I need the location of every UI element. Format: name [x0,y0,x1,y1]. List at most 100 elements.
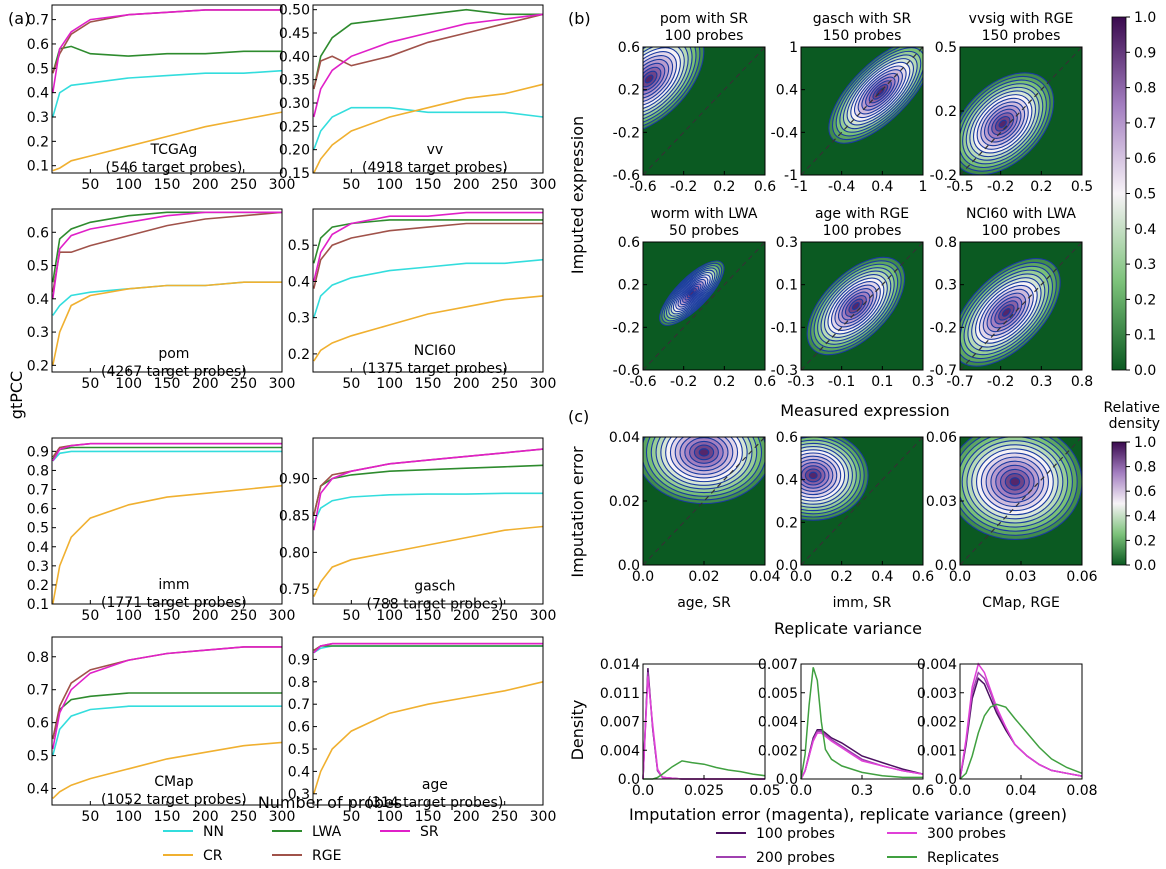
heatmap-c-1: 0.0 0.02 0.04 0.0 0.02 0.04 age, SR [609,430,781,611]
y-tick-label: 0.004 [600,743,640,759]
x-tick-label: -0.6 [629,179,656,195]
identity-line [960,437,1082,565]
legend-label: RGE [312,848,341,864]
x-tick-label: 300 [269,376,296,392]
a-ylabel: gtPCC [7,371,26,419]
y-tick-label: 0.2 [776,515,798,531]
y-tick-label: 0.0 [618,558,640,574]
plot-frame [800,241,924,371]
density-contour [1009,477,1021,487]
x-tick-label: 0.05 [749,783,780,799]
y-tick-label: 1 [789,40,798,56]
y-tick-label: 0.007 [758,657,798,673]
x-tick-label: 200 [192,376,219,392]
d-xlabel: Imputation error (magenta), replicate va… [629,805,1067,824]
legend-item-CR: CR [163,848,223,864]
y-tick-label: 0.4 [776,83,798,99]
x-tick-label: 0.03 [1005,569,1036,585]
series-300-probes [800,732,924,780]
colorbar-c-title-1: Relative [1104,400,1160,416]
x-tick-label: 0.4 [871,179,893,195]
y-tick-label: 0.3 [27,110,49,126]
x-tick-label: 300 [269,809,296,825]
y-tick-label: 0.1 [776,278,798,294]
x-tick-label: 0.2 [713,374,735,390]
x-tick-label: 250 [230,177,257,193]
density-contour [1001,308,1011,317]
y-tick-label: 0.90 [279,472,310,488]
x-tick-label: -0.2 [987,374,1014,390]
a-xlabel: Number of probes [258,793,402,812]
legend-item-LWA: LWA [272,824,342,840]
y-tick-label: 0.8 [27,650,49,666]
y-tick-label: 0.6 [27,716,49,732]
x-tick-label: 150 [415,177,442,193]
line-chart-pom: 50 100 150 200 250 300 0.2 0.3 0.4 0.5 0.6 pom (4267… [27,208,296,392]
y-tick-label: 0.2 [618,278,640,294]
series-100-probes [959,677,1083,780]
y-tick-label: 0.9 [27,444,49,460]
series-NN-imm [52,450,282,462]
series-RGE-vv [313,13,544,90]
x-tick-label: 250 [491,608,518,624]
y-tick-label: -0.6 [613,168,640,184]
x-tick-label: 0.3 [912,374,934,390]
x-tick-label: 0.3 [851,783,873,799]
x-tick-label: 300 [530,608,557,624]
series-NN-vv [313,106,544,150]
x-tick-label: 0.0 [632,783,654,799]
series-Replicates [959,703,1083,780]
y-tick-label: -0.2 [613,125,640,141]
x-tick-label: 250 [491,177,518,193]
heatmap-title-2: 100 probes [823,223,902,239]
x-tick-label: 100 [115,376,142,392]
series-LWA-TCGAg [52,45,282,74]
y-tick-label: 0.2 [27,134,49,150]
plot-frame [642,46,766,176]
annotation-name: imm [158,577,189,593]
x-tick-label: 0.04 [1005,783,1036,799]
heatmap-b-1: -0.6 -0.2 0.2 0.6 -0.6 -0.2 0.2 0.6 pom with SR1… [613,11,777,195]
series-LWA-CMap [52,692,282,740]
colorbar-tick-label: 1.0 [1134,435,1156,451]
annotation-probes: (1375 target probes) [362,361,508,377]
series-SR-pom [52,211,282,299]
x-tick-label: 300 [530,376,557,392]
annotation-name: vv [427,142,444,158]
density-chart-1: 0.0 0.025 0.05 0.0 0.004 0.007 0.011 0.014 [600,657,781,799]
panel-label-b: (b) [568,9,591,28]
identity-line [801,437,923,565]
annotation-probes: (1771 target probes) [101,595,247,611]
y-tick-label: 0.005 [758,686,798,702]
x-tick-label: 200 [453,809,480,825]
y-tick-label: 0.4 [288,764,310,780]
y-tick-label: -0.4 [771,125,798,141]
line-chart-vv: 50 100 150 200 250 300 0.15 0.20 0.25 0.30 0.35 0.4… [279,3,557,193]
annotation-probes: (1052 target probes) [101,792,247,808]
x-tick-label: 0.025 [684,783,724,799]
heatmap-title-2: 50 probes [669,223,739,239]
y-tick-label: 0.0 [935,772,957,788]
y-tick-label: 0.45 [279,26,310,42]
series-LWA-age [313,645,543,652]
heatmap-title-1: pom with SR [660,11,749,27]
x-tick-label: 100 [115,177,142,193]
annotation-probes: (788 target probes) [366,597,503,613]
x-tick-label: 50 [342,608,360,624]
series-SR-CMap [52,646,282,750]
heatmap-title-2: 100 probes [665,28,744,44]
y-tick-label: 0.2 [27,358,49,374]
legend-item-200-probes: 200 probes [716,850,835,866]
y-tick-label: 0.6 [288,720,310,736]
line-chart-imm: 50 100 150 200 250 300 0.1 0.2 0.3 0.4 0.5 0.6 0.7 0.… [27,437,295,624]
identity-line [643,47,765,175]
y-tick-label: 0.2 [27,578,49,594]
series-NN-gasch [313,492,543,524]
x-tick-label: 250 [230,809,257,825]
heatmap-title-1: age with RGE [815,206,909,222]
x-tick-label: 50 [342,177,360,193]
density-chart-2: 0.0 0.3 0.6 0.0 0.002 0.004 0.005 0.007 [758,657,934,799]
legend-a: NN CR LWA RGE SR [163,824,439,864]
